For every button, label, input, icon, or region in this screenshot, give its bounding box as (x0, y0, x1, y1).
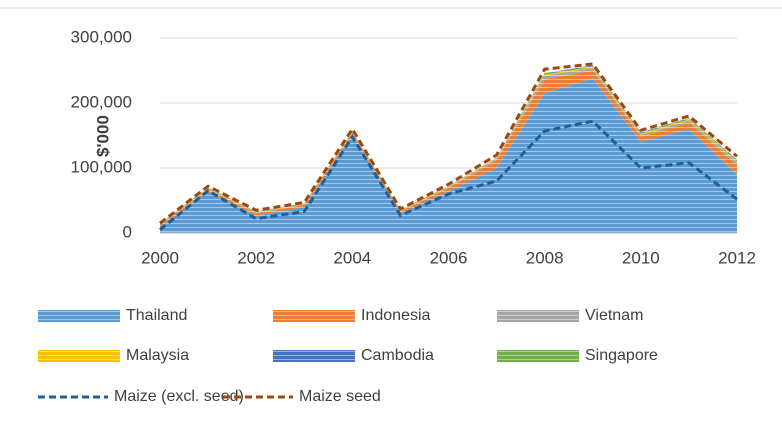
y-tick-label: 300,000 (71, 27, 132, 46)
legend-label: Thailand (126, 307, 187, 324)
legend-swatch (38, 350, 120, 362)
legend-swatch (497, 310, 579, 322)
legend-label: Singapore (585, 347, 658, 364)
legend-swatch (38, 310, 120, 322)
x-tick-label: 2004 (333, 248, 371, 267)
legend-label: Maize (excl. seed) (114, 388, 244, 405)
legend-swatch (273, 310, 355, 322)
legend-label: Indonesia (361, 307, 430, 324)
legend-label: Malaysia (126, 347, 189, 364)
line (159, 119, 738, 231)
y-axis-label: $'000 (93, 115, 112, 157)
y-tick-label: 0 (123, 222, 132, 241)
x-tick-label: 2002 (237, 248, 275, 267)
x-tick-label: 2000 (141, 248, 179, 267)
line (159, 62, 738, 225)
legend-label: Vietnam (585, 307, 643, 324)
y-tick-label: 200,000 (71, 92, 132, 111)
y-tick-label: 100,000 (71, 157, 132, 176)
x-tick-label: 2006 (430, 248, 468, 267)
x-tick-label: 2012 (718, 248, 756, 267)
legend-swatch (497, 350, 579, 362)
x-tick-label: 2008 (526, 248, 564, 267)
area (160, 78, 737, 233)
legend-label: Cambodia (361, 347, 434, 364)
legend-swatch (273, 350, 355, 362)
x-tick-label: 2010 (622, 248, 660, 267)
legend-label: Maize seed (299, 388, 381, 405)
